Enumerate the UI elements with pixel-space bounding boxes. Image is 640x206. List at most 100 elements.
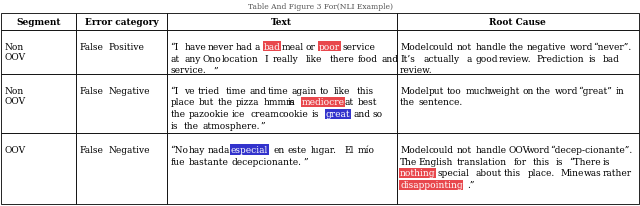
Text: bad: bad: [263, 42, 280, 52]
Text: Mine: Mine: [561, 169, 584, 178]
Text: nothing: nothing: [400, 169, 436, 178]
Text: nada: nada: [207, 145, 230, 154]
Text: negative: negative: [527, 42, 566, 52]
Text: this: this: [504, 169, 521, 178]
Bar: [1, 134, 76, 204]
Text: False: False: [80, 145, 104, 154]
Text: Non
OOV: Non OOV: [4, 42, 26, 62]
Text: handle: handle: [475, 145, 506, 154]
Text: like: like: [306, 54, 323, 63]
Text: and: and: [381, 54, 398, 63]
Text: time: time: [226, 86, 247, 95]
Text: the: the: [170, 110, 186, 119]
Text: Segment: Segment: [17, 18, 61, 27]
Text: but: but: [198, 98, 214, 107]
Bar: [167, 134, 397, 204]
Text: Non
OOV: Non OOV: [4, 86, 26, 105]
Text: there: there: [330, 54, 355, 63]
Text: or: or: [305, 42, 316, 52]
Text: not: not: [456, 42, 472, 52]
Text: Table And Figure 3 For(NLI Example): Table And Figure 3 For(NLI Example): [248, 3, 392, 11]
Bar: [397, 75, 639, 134]
Text: for: for: [514, 157, 527, 166]
Text: service.: service.: [170, 66, 206, 75]
Bar: [76, 75, 167, 134]
Bar: [1, 31, 76, 75]
Text: service: service: [342, 42, 376, 52]
Text: review.: review.: [499, 54, 531, 63]
Text: the: the: [184, 122, 199, 130]
Text: Error category: Error category: [84, 18, 158, 27]
Text: is: is: [287, 98, 295, 107]
Text: is: is: [312, 110, 319, 119]
Text: good: good: [475, 54, 498, 63]
Text: False: False: [80, 42, 104, 52]
Text: Negative: Negative: [108, 145, 150, 154]
Text: poor: poor: [319, 42, 340, 52]
Text: again: again: [292, 86, 317, 95]
Text: food: food: [358, 54, 378, 63]
Text: “There: “There: [570, 157, 601, 166]
Bar: [167, 31, 397, 75]
Text: mediocre: mediocre: [301, 98, 344, 107]
Text: mío: mío: [358, 145, 375, 154]
Text: El: El: [344, 145, 353, 154]
Text: is: is: [556, 157, 563, 166]
Text: ”: ”: [303, 157, 308, 166]
Text: “never”.: “never”.: [593, 42, 631, 52]
Text: great: great: [325, 110, 350, 119]
Text: bastante: bastante: [189, 157, 229, 166]
Text: hmmm: hmmm: [264, 98, 296, 107]
Text: handle: handle: [475, 42, 506, 52]
Bar: [167, 14, 397, 31]
Text: ”: ”: [260, 122, 264, 130]
Text: “I: “I: [170, 42, 179, 52]
Text: weight: weight: [489, 86, 520, 95]
Text: translation: translation: [456, 157, 507, 166]
Bar: [76, 31, 167, 75]
Text: cream: cream: [250, 110, 279, 119]
Text: especial: especial: [231, 145, 268, 154]
Bar: [167, 75, 397, 134]
Text: really: really: [273, 54, 299, 63]
Text: “great”: “great”: [578, 86, 612, 96]
Text: bad: bad: [603, 54, 620, 63]
Text: tried: tried: [198, 86, 220, 95]
Text: and: and: [250, 86, 267, 95]
Text: fue: fue: [170, 157, 185, 166]
Bar: [1, 75, 76, 134]
Text: at: at: [344, 98, 353, 107]
Text: disappointing: disappointing: [400, 180, 463, 189]
Text: the: the: [400, 98, 415, 107]
Text: place: place: [170, 98, 195, 107]
Text: any: any: [184, 54, 200, 63]
Text: “decep-cionante”.: “decep-cionante”.: [550, 145, 632, 154]
Text: en: en: [274, 145, 285, 154]
Text: could: could: [428, 145, 453, 154]
Text: Ono: Ono: [203, 54, 221, 63]
Text: .”: .”: [467, 180, 474, 189]
Text: about: about: [476, 169, 502, 178]
Text: sentence.: sentence.: [419, 98, 463, 107]
Text: review.: review.: [400, 66, 433, 75]
Bar: [76, 14, 167, 31]
Text: atmosphere.: atmosphere.: [203, 122, 260, 130]
Text: not: not: [456, 145, 472, 154]
Text: this: this: [532, 157, 550, 166]
Text: much: much: [465, 86, 491, 95]
Text: decepcionante.: decepcionante.: [232, 157, 301, 166]
Text: It’s: It’s: [400, 54, 415, 63]
Text: Model: Model: [400, 145, 429, 154]
Text: The: The: [400, 157, 417, 166]
Text: OOV: OOV: [508, 145, 529, 154]
Text: on: on: [522, 86, 533, 95]
Text: ”: ”: [213, 66, 218, 75]
Text: pazookie: pazookie: [189, 110, 230, 119]
Text: meal: meal: [282, 42, 304, 52]
Text: Negative: Negative: [108, 86, 150, 95]
Text: the: the: [536, 86, 551, 95]
Text: is: is: [170, 122, 178, 130]
Text: best: best: [358, 98, 377, 107]
Text: time: time: [268, 86, 289, 95]
Text: ve: ve: [184, 86, 195, 95]
